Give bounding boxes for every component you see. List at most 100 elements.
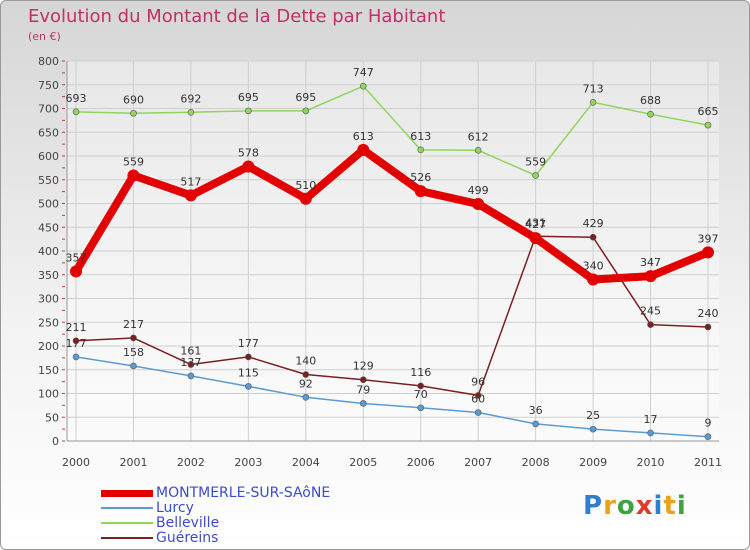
data-point [242, 160, 255, 173]
data-point [130, 109, 137, 117]
data-label: 340 [583, 260, 604, 273]
data-label: 177 [238, 337, 259, 350]
data-label: 92 [299, 377, 313, 390]
y-tick-label: 700 [38, 103, 59, 116]
logo-letter: r [603, 491, 617, 521]
series-line-2 [75, 85, 709, 177]
data-point [532, 420, 539, 428]
x-tick-label: 2008 [522, 456, 550, 469]
logo-letter: i [676, 491, 687, 521]
data-point [130, 334, 137, 342]
data-point [474, 147, 482, 154]
y-tick-label: 550 [38, 174, 59, 187]
data-label: 96 [471, 375, 485, 388]
data-point [187, 109, 195, 116]
x-tick-label: 2000 [62, 456, 90, 469]
legend-swatch-guereins [101, 537, 153, 539]
logo-letter: t [663, 491, 677, 521]
data-point [187, 372, 195, 380]
legend-label-montmerle: MONTMERLE-SUR-SAôNE [156, 485, 331, 501]
data-point [417, 404, 425, 412]
logo-letter: P [583, 491, 604, 521]
data-point [702, 246, 714, 259]
data-label: 217 [123, 318, 144, 331]
data-label: 79 [356, 383, 370, 396]
data-point [302, 371, 310, 378]
logo-letter: o [616, 491, 636, 521]
data-label: 357 [66, 251, 87, 264]
proxiti-logo: Proxiti [583, 491, 687, 521]
data-point [644, 270, 657, 283]
data-label: 747 [353, 66, 374, 79]
data-label: 427 [525, 218, 546, 231]
data-point [647, 321, 654, 328]
x-tick-label: 2003 [234, 456, 262, 469]
data-label: 70 [414, 388, 428, 401]
data-label: 17 [644, 413, 658, 426]
legend-label-belleville: Belleville [156, 515, 220, 531]
data-label: 429 [583, 217, 604, 230]
data-label: 211 [66, 321, 87, 334]
data-point [72, 337, 80, 345]
data-point [704, 121, 712, 129]
data-point [245, 107, 252, 115]
data-label: 499 [468, 184, 489, 197]
data-point [357, 143, 370, 156]
x-tick-label: 2007 [464, 456, 492, 469]
data-point [474, 409, 482, 416]
data-label: 693 [66, 92, 87, 105]
data-point [472, 197, 485, 210]
x-tick-label: 2010 [637, 456, 665, 469]
y-tick-label: 0 [52, 435, 59, 448]
data-label: 60 [471, 393, 485, 406]
data-label: 245 [640, 305, 661, 318]
chart-title: Evolution du Montant de la Dette par Hab… [28, 6, 446, 27]
data-point [414, 185, 427, 198]
data-point [245, 353, 252, 361]
legend-label-guereins: Guéreins [156, 530, 219, 546]
data-point [184, 189, 197, 202]
logo-letter: x [635, 491, 654, 521]
data-label: 690 [123, 93, 144, 106]
data-label: 240 [698, 307, 719, 320]
data-label: 559 [123, 155, 144, 168]
data-label: 688 [640, 94, 661, 107]
data-point [359, 82, 367, 90]
data-point [302, 393, 310, 401]
data-label: 129 [353, 360, 374, 373]
data-label: 695 [238, 91, 259, 104]
series-line-1 [75, 356, 709, 438]
y-tick-label: 100 [38, 388, 59, 401]
y-tick-label: 450 [38, 221, 59, 234]
x-tick-label: 2005 [349, 456, 377, 469]
x-tick-label: 2001 [119, 456, 147, 469]
data-label: 559 [525, 155, 546, 168]
y-tick-label: 500 [38, 198, 59, 211]
legend-swatch-lurcy [101, 507, 153, 509]
data-point [704, 323, 712, 331]
data-point [302, 107, 310, 115]
y-tick-label: 250 [38, 316, 59, 329]
data-label: 36 [529, 404, 543, 417]
data-label: 665 [698, 105, 719, 118]
data-label: 25 [586, 409, 600, 422]
logo-letter: i [653, 491, 664, 521]
data-point [589, 99, 597, 106]
data-point [72, 108, 80, 116]
y-tick-label: 50 [45, 411, 59, 424]
data-point [589, 233, 597, 241]
y-tick-label: 600 [38, 150, 59, 163]
data-label: 9 [705, 417, 712, 430]
data-point [474, 392, 482, 399]
data-point [72, 353, 80, 361]
data-label: 613 [410, 130, 431, 143]
y-tick-label: 150 [38, 364, 59, 377]
data-label: 510 [295, 179, 316, 192]
data-label: 526 [410, 171, 431, 184]
data-label: 115 [238, 366, 259, 379]
data-label: 161 [180, 345, 201, 358]
series-line-3 [75, 235, 709, 397]
data-label: 397 [698, 232, 719, 245]
